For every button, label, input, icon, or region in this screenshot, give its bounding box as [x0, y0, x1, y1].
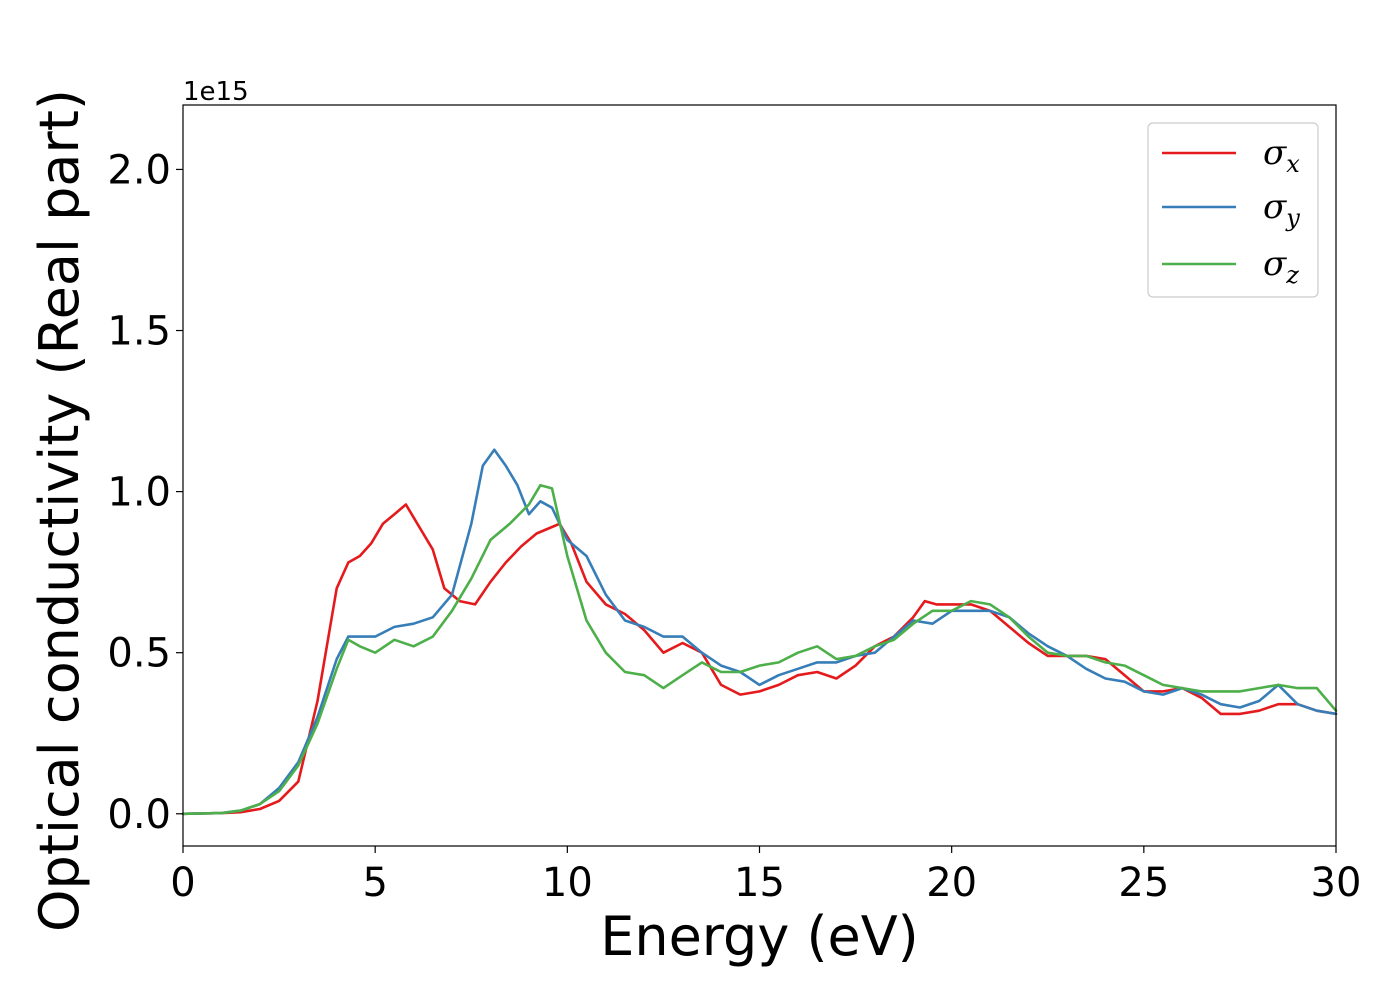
- x-tick-label: 5: [362, 860, 387, 906]
- x-tick-label: 20: [926, 860, 977, 906]
- series-line-y: [181, 448, 1338, 816]
- x-tick-label: 30: [1311, 860, 1362, 906]
- y-tick-label: 1.0: [107, 470, 171, 516]
- x-axis-title: Energy (eV): [600, 905, 919, 968]
- x-tick-label: 0: [170, 860, 195, 906]
- x-axis: 0 5 10 15 20 25 30: [170, 846, 1361, 906]
- series-line-z: [181, 483, 1338, 816]
- legend-label-y: σy: [1263, 187, 1300, 232]
- x-tick-label: 10: [542, 860, 593, 906]
- series-layer: [181, 448, 1338, 816]
- x-tick-label: 15: [734, 860, 785, 906]
- y-tick-label: 1.5: [107, 309, 171, 355]
- y-tick-label: 2.0: [107, 147, 171, 193]
- x-tick-label: 25: [1118, 860, 1169, 906]
- y-axis: 0.0 0.5 1.0 1.5 2.0: [107, 147, 183, 838]
- y-offset-label: 1e15: [183, 77, 249, 107]
- legend-box: [1147, 122, 1319, 298]
- legend-label-z: σz: [1263, 244, 1299, 289]
- y-axis-title: Optical conductivity (Real part): [28, 89, 91, 932]
- y-tick-label: 0.0: [107, 792, 171, 838]
- series-line-x: [181, 503, 1338, 816]
- y-tick-label: 0.5: [107, 631, 171, 677]
- legend-label-x: σx: [1263, 133, 1300, 178]
- legend: σx σy σz: [1147, 122, 1319, 298]
